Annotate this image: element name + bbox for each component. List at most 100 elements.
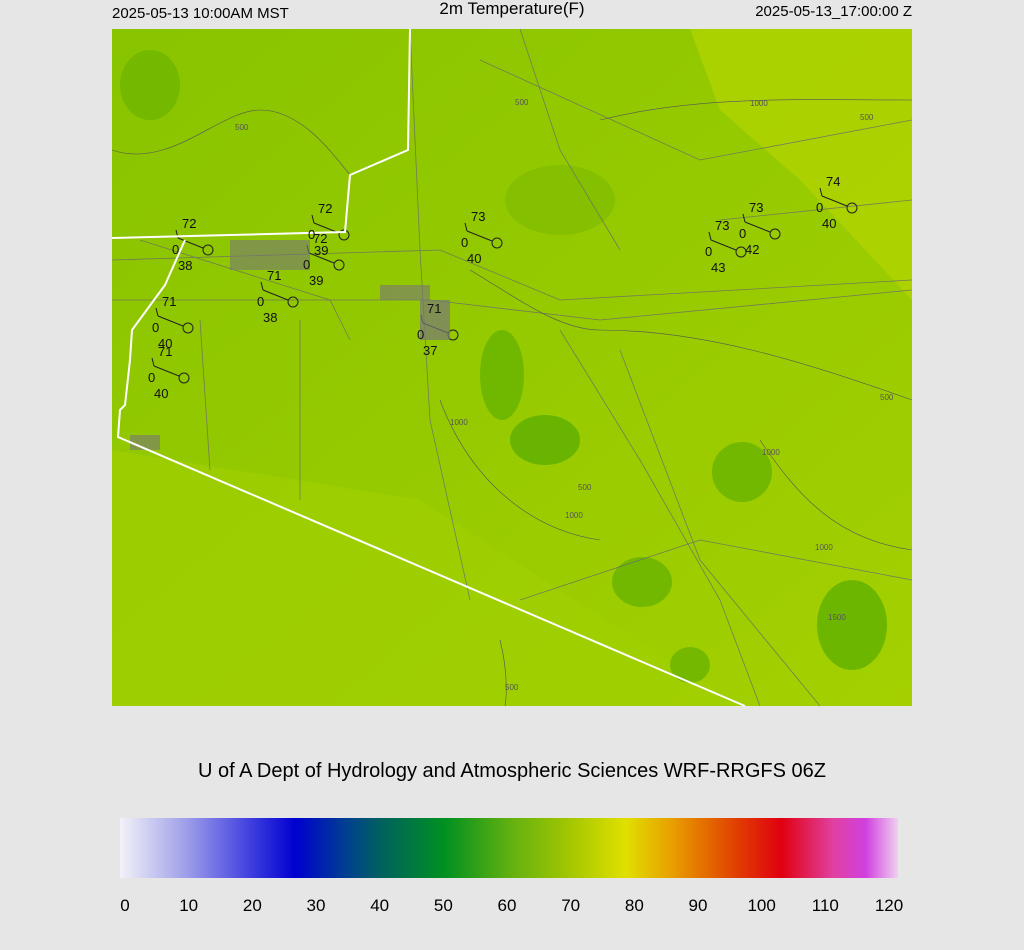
station-wind: 0	[461, 235, 468, 250]
wind-barb	[708, 231, 712, 241]
colorbar-tick-label: 40	[370, 896, 389, 915]
wind-barb	[742, 213, 746, 223]
station-temperature: 71	[427, 301, 441, 316]
station-dewpoint: 40	[158, 336, 172, 351]
colorbar-tick-label: 50	[434, 896, 453, 915]
station-temperature: 73	[715, 218, 729, 233]
cool-blob	[120, 50, 180, 120]
contour-label: 1000	[750, 99, 768, 108]
contours	[111, 99, 913, 707]
wind-barb	[155, 307, 159, 317]
border	[116, 239, 746, 707]
station-circle	[735, 246, 747, 258]
cool-blob	[817, 580, 887, 670]
station-dewpoint: 40	[822, 216, 836, 231]
colorbar-tick-label: 100	[747, 896, 775, 915]
station-wind: 0	[148, 370, 155, 385]
station-temperature: 71	[267, 268, 281, 283]
station-circle	[338, 229, 350, 241]
cool-blob	[712, 442, 772, 502]
station-dewpoint: 37	[423, 343, 437, 358]
colorbar-tick-label: 10	[179, 896, 198, 915]
map-title: 2m Temperature(F)	[439, 0, 584, 18]
contour-label: 500	[880, 393, 894, 402]
station-dewpoint: 38	[178, 258, 192, 273]
wind-barb	[744, 221, 771, 233]
colorbar-tick-label: 110	[812, 896, 839, 915]
wind-barb	[177, 237, 204, 249]
warm-region	[690, 29, 912, 300]
station-dewpoint: 39	[309, 273, 323, 288]
contour-label: 500	[578, 483, 592, 492]
contour-label: 500	[860, 113, 874, 122]
wind-barb	[710, 239, 737, 251]
station-circle	[769, 228, 781, 240]
wind-barb	[151, 357, 155, 367]
border	[111, 28, 411, 239]
station-circle	[178, 372, 190, 384]
station-temperature: 71	[158, 344, 172, 359]
colorbar-tick-label: 90	[689, 896, 708, 915]
contour-label: 1000	[565, 511, 583, 520]
station-wind: 0	[739, 226, 746, 241]
station-dewpoint: 40	[467, 251, 481, 266]
valid-time-utc: 2025-05-13_17:00:00 Z	[755, 3, 912, 20]
station-wind: 0	[816, 200, 823, 215]
station-temperature: 72	[182, 216, 196, 231]
station-temperature: 73	[471, 209, 485, 224]
station-wind: 0	[172, 242, 179, 257]
contour-label: 500	[515, 98, 529, 107]
colorbar-tick-label: 30	[307, 896, 326, 915]
colorbar-tick-label: 70	[561, 896, 580, 915]
station-temperature: 72	[318, 201, 332, 216]
contour-label: 1000	[815, 543, 833, 552]
station-circle	[202, 244, 214, 256]
station-temperature: 73	[749, 200, 763, 215]
station-temperature: 72	[313, 231, 327, 246]
wind-barb	[819, 187, 823, 197]
contour-label: 1000	[762, 448, 780, 457]
colorbar-tick-label: 120	[875, 896, 903, 915]
station-circle	[491, 237, 503, 249]
wind-barb	[157, 315, 184, 327]
colorbar	[120, 818, 898, 878]
wind-barb	[153, 365, 180, 377]
wind-barb	[262, 289, 289, 301]
urban-areas	[130, 240, 450, 450]
station-dewpoint: 40	[154, 386, 168, 401]
colorbar-tick-label: 60	[498, 896, 517, 915]
wind-barb	[466, 230, 493, 242]
cool-blob	[505, 165, 615, 235]
wind-barb	[308, 252, 335, 264]
contour-label: 1500	[828, 613, 846, 622]
station-dewpoint: 42	[745, 242, 759, 257]
contour-label: 500	[505, 683, 519, 692]
station-dewpoint: 39	[314, 243, 328, 258]
footer-credit: U of A Dept of Hydrology and Atmospheric…	[198, 760, 826, 782]
map	[111, 28, 913, 707]
station-wind: 0	[417, 327, 424, 342]
contour-label: 500	[235, 123, 249, 132]
valid-time-local: 2025-05-13 10:00AM MST	[112, 5, 289, 22]
station-wind: 0	[152, 320, 159, 335]
colorbar-tick-label: 80	[625, 896, 644, 915]
wind-barb	[464, 222, 468, 232]
wind-barb	[311, 214, 315, 224]
station-temperature: 74	[826, 174, 840, 189]
station-wind: 0	[303, 257, 310, 272]
station-dewpoint: 43	[711, 260, 725, 275]
station-wind: 0	[308, 227, 315, 242]
wind-barb	[821, 195, 848, 207]
station-temperature: 71	[162, 294, 176, 309]
station-circle	[846, 202, 858, 214]
cool-blob	[612, 557, 672, 607]
station-wind: 0	[705, 244, 712, 259]
cool-blob	[510, 415, 580, 465]
contour-label: 1000	[450, 418, 468, 427]
colorbar-tick-label: 0	[120, 896, 129, 915]
station-circle	[333, 259, 345, 271]
warm-region	[112, 450, 740, 706]
cool-blob	[670, 647, 710, 683]
station-circle	[287, 296, 299, 308]
